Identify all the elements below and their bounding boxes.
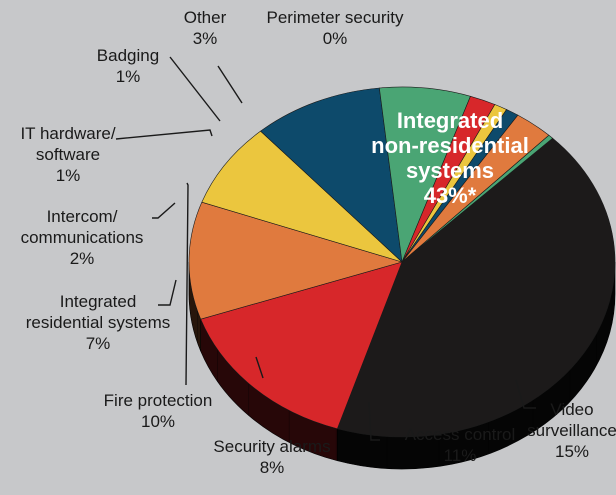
leader-video-surveillance: [515, 379, 536, 409]
slice-integrated-non-residential-systems: [336, 137, 616, 438]
pie-depth-layer: [188, 261, 616, 470]
name-video-surveillance: surveillance: [527, 421, 616, 440]
name-access-control: Access control: [405, 425, 516, 444]
leader-integrated-residential-systems: [158, 279, 177, 306]
value-other: 3%: [193, 29, 218, 48]
slice-fire-protection: [260, 87, 403, 263]
value-it-hardware-software: 1%: [56, 166, 81, 185]
label-integrated-residential-systems: Integrated residential systems 7%: [26, 292, 171, 353]
slice-labels: Integrated non-residential systems 43%*Vide…: [20, 8, 616, 477]
slice-video-surveillance: [200, 261, 403, 430]
value-integrated-non-residential-systems: 43%*: [424, 183, 477, 208]
name-security-alarms: Security alarms: [213, 437, 330, 456]
label-integrated-non-residential-systems: Integrated non-residential systems 43%*: [371, 108, 529, 208]
label-fire-protection: Fire protection 10%: [104, 391, 213, 431]
label-security-alarms: Security alarms 8%: [213, 437, 330, 477]
value-badging: 1%: [116, 67, 141, 86]
name-it-hardware-software: IT hardware/: [20, 124, 115, 143]
name-video-surveillance: Video: [550, 400, 593, 419]
label-intercom-communications: Intercom/communications 2%: [21, 207, 144, 268]
name-integrated-residential-systems: residential systems: [26, 313, 171, 332]
name-integrated-non-residential-systems: non-residential: [371, 133, 529, 158]
slice-perimeter-security: [401, 134, 554, 263]
leader-lines: [115, 56, 536, 441]
name-intercom-communications: Intercom/: [47, 207, 118, 226]
label-badging: Badging 1%: [97, 46, 159, 86]
leader-it-hardware-software: [115, 129, 213, 140]
name-badging: Badging: [97, 46, 159, 65]
label-video-surveillance: Video surveillance 15%: [527, 400, 616, 461]
leader-intercom-communications: [152, 202, 176, 219]
name-intercom-communications: communications: [21, 228, 144, 247]
leader-security-alarms: [255, 356, 264, 379]
name-other: Other: [184, 8, 227, 27]
name-fire-protection: Fire protection: [104, 391, 213, 410]
leader-other: [217, 65, 243, 104]
value-perimeter-security: 0%: [323, 29, 348, 48]
label-it-hardware-software: IT hardware/software 1%: [20, 124, 115, 185]
label-access-control: Access control 11%: [405, 425, 516, 465]
label-other: Other 3%: [184, 8, 227, 48]
slice-security-alarms: [201, 130, 403, 263]
name-it-hardware-software: software: [36, 145, 100, 164]
pie-slices: [188, 86, 616, 438]
value-integrated-residential-systems: 7%: [86, 334, 111, 353]
value-access-control: 11%: [444, 446, 477, 465]
value-fire-protection: 10%: [141, 412, 175, 431]
value-security-alarms: 8%: [260, 458, 285, 477]
name-integrated-residential-systems: Integrated: [60, 292, 137, 311]
name-integrated-non-residential-systems: systems: [406, 158, 494, 183]
label-perimeter-security: Perimeter security 0%: [267, 8, 404, 48]
value-intercom-communications: 2%: [70, 249, 95, 268]
leader-badging: [169, 56, 221, 122]
slice-access-control: [188, 201, 404, 320]
name-integrated-non-residential-systems: Integrated: [397, 108, 503, 133]
leader-access-control: [368, 401, 380, 441]
leader-fire-protection: [185, 182, 189, 386]
name-perimeter-security: Perimeter security: [267, 8, 404, 27]
value-video-surveillance: 15%: [555, 442, 589, 461]
